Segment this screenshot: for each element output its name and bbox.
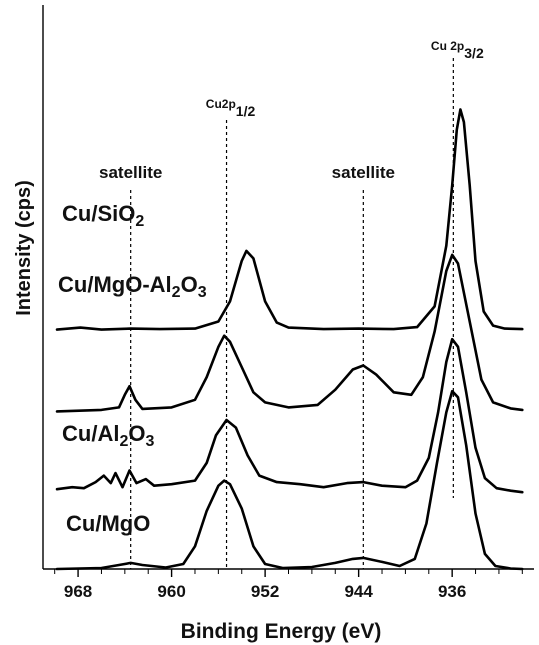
y-axis-label: Intensity (cps) [13,180,35,316]
series-line-3 [55,389,524,571]
satellite-label: satellite [99,163,162,182]
satellite-label: satellite [332,163,395,182]
series-label: Cu/MgO [66,511,150,536]
x-tick-label: 968 [64,582,92,601]
x-tick-label: 952 [251,582,279,601]
peak-label: Cu 2p3/2 [431,39,484,61]
x-tick-label: 960 [157,582,185,601]
x-axis-label: Binding Energy (eV) [181,620,382,643]
series-line-2 [55,337,524,494]
x-tick-label: 936 [438,582,466,601]
x-tick-label: 944 [344,582,373,601]
series-line-0 [55,108,524,331]
series-label: Cu/Al2O3 [62,421,154,450]
series-line-1 [55,253,524,413]
axes: 968 960 952 944 936 [42,5,534,601]
plot-area: satellite Cu2p1/2 satellite Cu 2p3/2 Cu/SiO2… [55,39,524,571]
series-label: Cu/MgO-Al2O3 [58,272,207,301]
series-label: Cu/SiO2 [62,201,144,230]
peak-label: Cu2p1/2 [206,97,256,119]
